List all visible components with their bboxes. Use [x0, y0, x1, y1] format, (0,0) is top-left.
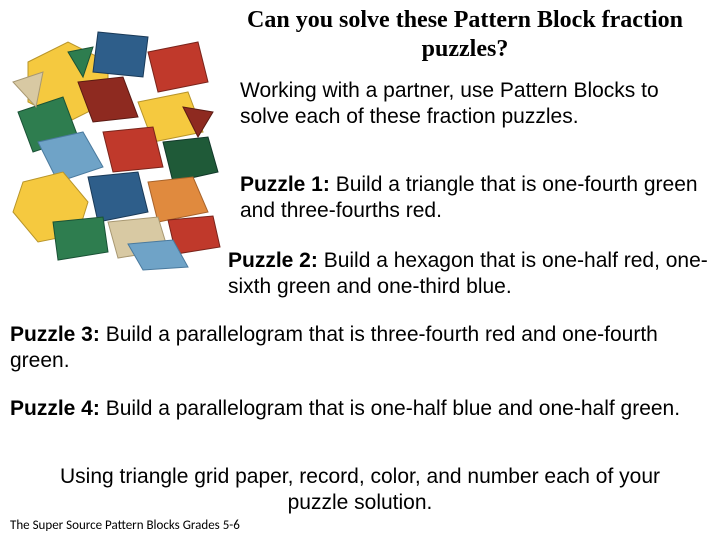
footer-citation: The Super Source Pattern Blocks Grades 5… — [10, 518, 240, 533]
puzzle-3: Puzzle 3: Build a parallelogram that is … — [10, 322, 710, 375]
puzzle-2: Puzzle 2: Build a hexagon that is one-ha… — [228, 248, 708, 301]
puzzle-3-label: Puzzle 3: — [10, 323, 100, 346]
puzzle-1: Puzzle 1: Build a triangle that is one-f… — [240, 172, 700, 225]
puzzle-1-label: Puzzle 1: — [240, 173, 330, 196]
pattern-blocks-illustration — [8, 12, 228, 272]
puzzle-4-text: Build a parallelogram that is one-half b… — [100, 397, 680, 420]
closing-text: Using triangle grid paper, record, color… — [60, 464, 660, 515]
page-title: Can you solve these Pattern Block fracti… — [220, 6, 710, 64]
puzzle-3-text: Build a parallelogram that is three-four… — [10, 323, 658, 372]
intro-text: Working with a partner, use Pattern Bloc… — [240, 78, 700, 131]
puzzle-4-label: Puzzle 4: — [10, 397, 100, 420]
puzzle-2-label: Puzzle 2: — [228, 249, 318, 272]
puzzle-4: Puzzle 4: Build a parallelogram that is … — [10, 396, 710, 422]
